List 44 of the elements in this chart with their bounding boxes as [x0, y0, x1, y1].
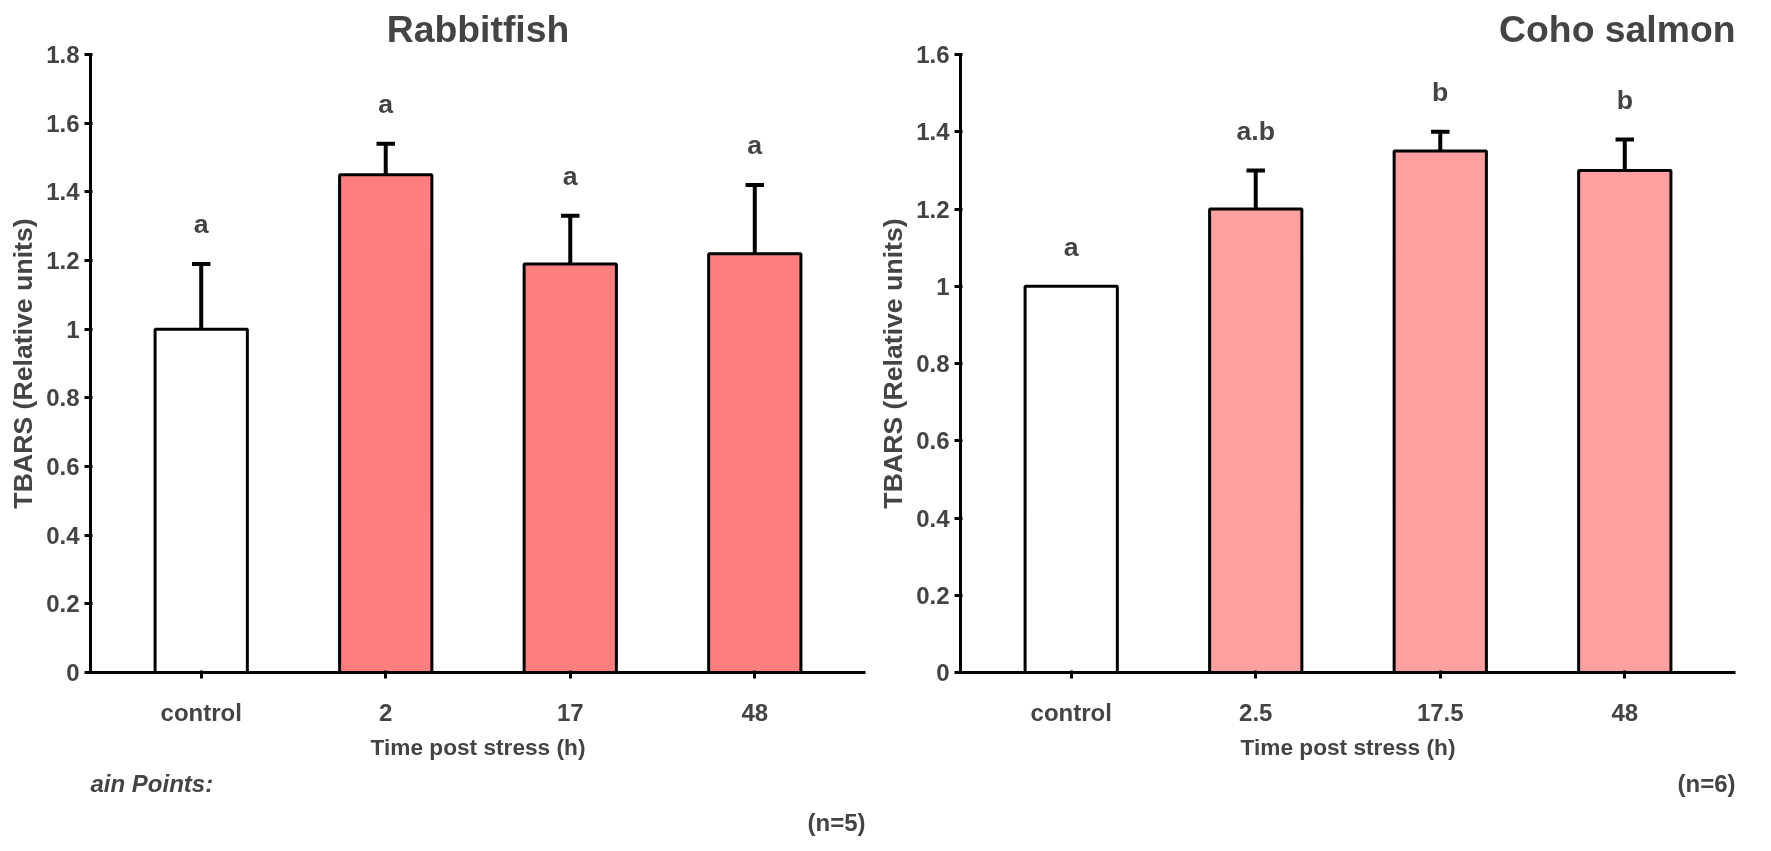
annotation: a.b: [1236, 115, 1275, 146]
x-axis-title: Time post stress (h): [370, 733, 586, 760]
x-tick-label: 2: [379, 698, 393, 726]
annotation: b: [1432, 77, 1449, 108]
x-tick-label: control: [160, 698, 242, 726]
y-tick-label: 0: [936, 659, 950, 686]
y-axis-title: TBARS (Relative units): [8, 218, 39, 509]
y-tick-label: 1.6: [916, 41, 950, 68]
y-tick-label: 1.6: [46, 109, 80, 137]
y-tick-label: 0.8: [46, 384, 80, 412]
y-tick-label: 1: [936, 272, 950, 300]
y-tick-label: 1: [66, 315, 80, 343]
y-tick-label: 0.6: [46, 453, 80, 480]
annotation: a: [1063, 231, 1079, 262]
y-tick-label: 0.6: [916, 427, 950, 455]
y-tick-label: 0.8: [916, 350, 950, 377]
annotation: b: [1616, 84, 1633, 115]
y-tick-label: 0.2: [46, 590, 80, 618]
y-tick-label: 1.2: [916, 195, 950, 223]
y-tick-label: 1.8: [46, 41, 80, 68]
y-tick-label: 0: [66, 659, 80, 686]
y-tick-label: 0.2: [916, 581, 950, 609]
annotation: a: [562, 161, 578, 192]
x-tick-label: 48: [741, 698, 769, 726]
chart-title: Rabbitfish: [386, 7, 570, 50]
x-tick-label: control: [1030, 698, 1112, 726]
text: (n=5): [807, 808, 866, 836]
x-tick-label: 17: [556, 698, 584, 726]
y-tick-label: 1.4: [916, 118, 951, 146]
x-tick-label: 17.5: [1416, 698, 1464, 726]
chart-title: Coho salmon: [1499, 7, 1736, 50]
x-axis-title: Time post stress (h): [1240, 733, 1456, 760]
annotation: a: [193, 209, 209, 240]
annotation: a: [378, 89, 394, 120]
y-tick-label: 0.4: [46, 521, 81, 549]
text: (n=6): [1677, 769, 1736, 797]
y-tick-label: 1.2: [46, 247, 80, 274]
y-tick-label: 1.4: [46, 178, 81, 206]
y-axis-title: TBARS (Relative units): [878, 218, 909, 509]
text: ain Points:: [90, 769, 214, 797]
x-tick-label: 2.5: [1239, 698, 1273, 726]
x-tick-label: 48: [1611, 698, 1639, 726]
y-tick-label: 0.4: [916, 504, 951, 532]
annotation: a: [747, 130, 763, 161]
